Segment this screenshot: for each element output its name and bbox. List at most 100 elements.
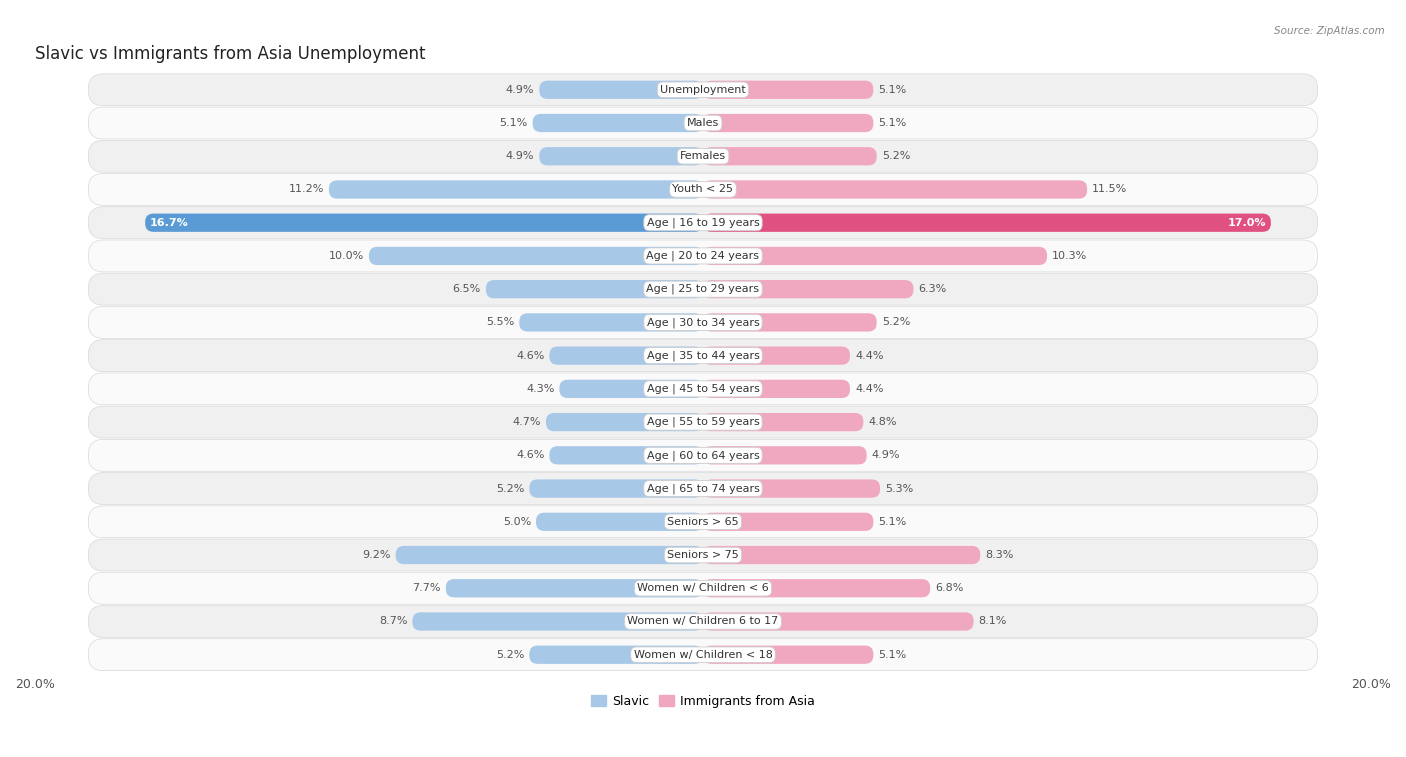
Text: Women w/ Children < 6: Women w/ Children < 6 xyxy=(637,583,769,593)
FancyBboxPatch shape xyxy=(89,340,1317,372)
Text: 5.5%: 5.5% xyxy=(486,317,515,328)
FancyBboxPatch shape xyxy=(395,546,703,564)
Text: 8.3%: 8.3% xyxy=(986,550,1014,560)
FancyBboxPatch shape xyxy=(412,612,703,631)
Text: Age | 60 to 64 years: Age | 60 to 64 years xyxy=(647,450,759,460)
FancyBboxPatch shape xyxy=(703,612,973,631)
Text: 8.1%: 8.1% xyxy=(979,616,1007,627)
Text: 4.6%: 4.6% xyxy=(516,450,544,460)
FancyBboxPatch shape xyxy=(89,307,1317,338)
FancyBboxPatch shape xyxy=(536,512,703,531)
FancyBboxPatch shape xyxy=(703,512,873,531)
Text: Unemployment: Unemployment xyxy=(661,85,745,95)
Text: 4.7%: 4.7% xyxy=(513,417,541,427)
Text: Age | 55 to 59 years: Age | 55 to 59 years xyxy=(647,417,759,428)
Text: Age | 30 to 34 years: Age | 30 to 34 years xyxy=(647,317,759,328)
FancyBboxPatch shape xyxy=(89,273,1317,305)
FancyBboxPatch shape xyxy=(703,446,866,465)
FancyBboxPatch shape xyxy=(703,81,873,99)
Text: 4.6%: 4.6% xyxy=(516,350,544,360)
FancyBboxPatch shape xyxy=(703,280,914,298)
FancyBboxPatch shape xyxy=(703,213,1271,232)
Text: 5.1%: 5.1% xyxy=(879,85,907,95)
FancyBboxPatch shape xyxy=(533,114,703,132)
FancyBboxPatch shape xyxy=(486,280,703,298)
FancyBboxPatch shape xyxy=(89,107,1317,139)
FancyBboxPatch shape xyxy=(540,147,703,165)
FancyBboxPatch shape xyxy=(89,240,1317,272)
Text: Age | 25 to 29 years: Age | 25 to 29 years xyxy=(647,284,759,294)
Text: 5.2%: 5.2% xyxy=(882,317,910,328)
Text: 9.2%: 9.2% xyxy=(363,550,391,560)
FancyBboxPatch shape xyxy=(89,74,1317,106)
FancyBboxPatch shape xyxy=(703,247,1047,265)
FancyBboxPatch shape xyxy=(703,380,851,398)
FancyBboxPatch shape xyxy=(89,606,1317,637)
FancyBboxPatch shape xyxy=(529,479,703,497)
FancyBboxPatch shape xyxy=(89,539,1317,571)
FancyBboxPatch shape xyxy=(89,407,1317,438)
Text: 6.8%: 6.8% xyxy=(935,583,963,593)
Text: 6.5%: 6.5% xyxy=(453,284,481,294)
Text: 11.2%: 11.2% xyxy=(288,185,323,195)
Text: 5.1%: 5.1% xyxy=(879,650,907,659)
Text: Women w/ Children 6 to 17: Women w/ Children 6 to 17 xyxy=(627,616,779,627)
FancyBboxPatch shape xyxy=(368,247,703,265)
Text: 16.7%: 16.7% xyxy=(150,218,188,228)
FancyBboxPatch shape xyxy=(446,579,703,597)
Legend: Slavic, Immigrants from Asia: Slavic, Immigrants from Asia xyxy=(586,690,820,713)
FancyBboxPatch shape xyxy=(560,380,703,398)
FancyBboxPatch shape xyxy=(703,313,877,332)
Text: Males: Males xyxy=(688,118,718,128)
FancyBboxPatch shape xyxy=(550,347,703,365)
FancyBboxPatch shape xyxy=(703,147,877,165)
Text: 6.3%: 6.3% xyxy=(918,284,946,294)
FancyBboxPatch shape xyxy=(519,313,703,332)
FancyBboxPatch shape xyxy=(89,439,1317,472)
Text: 17.0%: 17.0% xyxy=(1227,218,1265,228)
Text: Youth < 25: Youth < 25 xyxy=(672,185,734,195)
FancyBboxPatch shape xyxy=(703,180,1087,198)
Text: 8.7%: 8.7% xyxy=(378,616,408,627)
FancyBboxPatch shape xyxy=(329,180,703,198)
Text: 5.2%: 5.2% xyxy=(496,650,524,659)
FancyBboxPatch shape xyxy=(703,579,931,597)
Text: 4.9%: 4.9% xyxy=(506,151,534,161)
Text: 11.5%: 11.5% xyxy=(1092,185,1128,195)
Text: Females: Females xyxy=(681,151,725,161)
FancyBboxPatch shape xyxy=(89,140,1317,172)
Text: 5.1%: 5.1% xyxy=(499,118,527,128)
FancyBboxPatch shape xyxy=(89,173,1317,205)
FancyBboxPatch shape xyxy=(540,81,703,99)
Text: 4.9%: 4.9% xyxy=(506,85,534,95)
Text: Age | 16 to 19 years: Age | 16 to 19 years xyxy=(647,217,759,228)
FancyBboxPatch shape xyxy=(89,572,1317,604)
Text: Women w/ Children < 18: Women w/ Children < 18 xyxy=(634,650,772,659)
FancyBboxPatch shape xyxy=(546,413,703,431)
FancyBboxPatch shape xyxy=(89,373,1317,405)
FancyBboxPatch shape xyxy=(703,479,880,497)
FancyBboxPatch shape xyxy=(529,646,703,664)
Text: 5.1%: 5.1% xyxy=(879,517,907,527)
Text: 4.4%: 4.4% xyxy=(855,384,883,394)
Text: 10.0%: 10.0% xyxy=(329,251,364,261)
Text: 5.2%: 5.2% xyxy=(496,484,524,494)
FancyBboxPatch shape xyxy=(89,207,1317,238)
Text: Age | 45 to 54 years: Age | 45 to 54 years xyxy=(647,384,759,394)
Text: 5.3%: 5.3% xyxy=(884,484,914,494)
FancyBboxPatch shape xyxy=(703,413,863,431)
Text: Slavic vs Immigrants from Asia Unemployment: Slavic vs Immigrants from Asia Unemploym… xyxy=(35,45,426,64)
Text: 4.3%: 4.3% xyxy=(526,384,554,394)
FancyBboxPatch shape xyxy=(703,646,873,664)
Text: Age | 20 to 24 years: Age | 20 to 24 years xyxy=(647,251,759,261)
Text: Seniors > 65: Seniors > 65 xyxy=(668,517,738,527)
FancyBboxPatch shape xyxy=(703,114,873,132)
Text: Seniors > 75: Seniors > 75 xyxy=(666,550,740,560)
Text: 10.3%: 10.3% xyxy=(1052,251,1087,261)
Text: 4.8%: 4.8% xyxy=(869,417,897,427)
Text: 7.7%: 7.7% xyxy=(412,583,441,593)
FancyBboxPatch shape xyxy=(89,506,1317,537)
Text: 4.9%: 4.9% xyxy=(872,450,900,460)
FancyBboxPatch shape xyxy=(703,347,851,365)
Text: Source: ZipAtlas.com: Source: ZipAtlas.com xyxy=(1274,26,1385,36)
